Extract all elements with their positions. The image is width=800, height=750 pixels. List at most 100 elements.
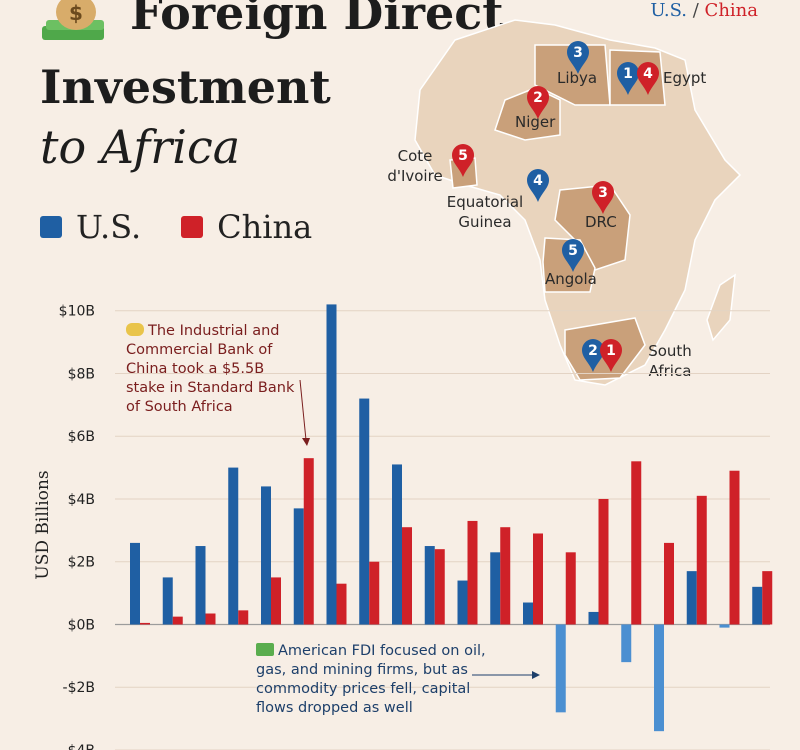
y-tick-label: -$4B xyxy=(63,743,95,750)
bar-china xyxy=(762,571,773,625)
annotation-icbc-text: The Industrial and Commercial Bank of Ch… xyxy=(126,323,295,415)
bar-china xyxy=(369,561,380,625)
bar-china xyxy=(172,616,183,625)
bar-china xyxy=(402,527,412,625)
bar-china xyxy=(598,498,609,625)
svg-text:3: 3 xyxy=(598,185,608,201)
map-label-egypt: Egypt xyxy=(663,69,707,87)
bar-us xyxy=(654,624,664,732)
bar-china xyxy=(664,542,674,625)
libya-region xyxy=(534,44,611,106)
svg-text:5: 5 xyxy=(568,243,578,259)
map-legend-china: China xyxy=(704,0,758,21)
map-label-drc: DRC xyxy=(585,213,617,231)
bar-china xyxy=(238,610,249,625)
map-label-south-africa: South Africa xyxy=(648,342,692,380)
bar-us xyxy=(588,611,599,625)
map-label-cote-divoire: Cote d'Ivoire xyxy=(387,147,443,185)
bar-us xyxy=(326,304,337,625)
bar-us xyxy=(555,624,566,713)
svg-text:3: 3 xyxy=(573,45,583,61)
legend-swatch-us xyxy=(40,216,62,238)
svg-text:4: 4 xyxy=(643,66,653,82)
bar-china xyxy=(336,583,347,625)
bar-us xyxy=(162,577,173,625)
map-pin-us: 5 xyxy=(562,238,584,272)
map-legend: U.S. / China xyxy=(650,0,758,21)
annotation-arrow-icbc xyxy=(299,379,307,441)
annotation-icbc: The Industrial and Commercial Bank of Ch… xyxy=(126,322,306,417)
money-bag-icon: $ xyxy=(40,0,110,44)
y-tick-label: $8B xyxy=(68,366,95,382)
annotation-arrowhead-american xyxy=(532,671,540,679)
map-label-libya: Libya xyxy=(557,69,598,87)
bar-us xyxy=(130,542,140,625)
y-tick-label: $0B xyxy=(68,617,95,633)
y-tick-label: -$2B xyxy=(63,680,95,696)
bar-china xyxy=(303,458,314,625)
y-axis-label: USD Billions xyxy=(33,470,53,579)
dollar-bill-icon xyxy=(256,643,274,656)
bar-us xyxy=(457,580,468,625)
bar-china xyxy=(434,549,445,625)
y-tick-label: $6B xyxy=(68,429,95,445)
bar-china xyxy=(729,470,740,625)
bar-us xyxy=(359,398,370,625)
bar-china xyxy=(500,527,511,625)
svg-text:4: 4 xyxy=(533,173,543,189)
annotation-american: American FDI focused on oil, gas, and mi… xyxy=(256,642,496,718)
y-tick-label: $10B xyxy=(59,304,95,320)
page-title-line1: Foreign Direct xyxy=(130,0,504,40)
annotation-arrowhead-icbc xyxy=(302,438,310,446)
chart-legend: U.S. China xyxy=(40,208,352,246)
bar-us xyxy=(424,546,435,625)
bar-us xyxy=(228,467,239,625)
madagascar xyxy=(706,273,736,342)
bar-china xyxy=(631,461,642,625)
map-pin-us: 3 xyxy=(567,41,589,74)
bar-us xyxy=(490,552,501,625)
page-title-line3: to Africa xyxy=(40,120,241,174)
legend-swatch-china xyxy=(181,216,204,238)
bar-china xyxy=(533,533,543,625)
annotation-american-text: American FDI focused on oil, gas, and mi… xyxy=(256,643,486,716)
svg-text:1: 1 xyxy=(606,343,616,359)
bar-china xyxy=(696,495,707,625)
bar-china xyxy=(205,613,216,625)
map-label-angola: Angola xyxy=(545,270,597,288)
y-tick-label: $2B xyxy=(68,555,95,571)
map-label-niger: Niger xyxy=(515,113,556,131)
bar-us xyxy=(686,571,697,625)
bar-us xyxy=(621,624,632,663)
map-pin-china: 1 xyxy=(600,339,622,372)
bar-china xyxy=(271,577,281,625)
map-pin-us: 1 xyxy=(617,62,639,95)
map-legend-us: U.S. xyxy=(650,0,688,21)
bar-us xyxy=(752,586,763,625)
map-pin-us: 2 xyxy=(582,339,604,372)
map-pin-china: 5 xyxy=(452,144,474,177)
legend-label-us: U.S. xyxy=(76,208,142,246)
bar-china xyxy=(140,622,150,625)
svg-text:$: $ xyxy=(69,1,83,25)
map-pin-china: 4 xyxy=(637,62,659,95)
bar-china xyxy=(467,520,478,625)
svg-text:5: 5 xyxy=(458,148,468,164)
page-title-line2: Investment xyxy=(40,60,331,114)
bar-us xyxy=(261,486,271,625)
bar-us xyxy=(195,546,206,625)
map-pin-us: 4 xyxy=(527,169,549,202)
map-pin-china: 2 xyxy=(527,86,549,119)
y-tick-label: $4B xyxy=(68,492,95,508)
bar-us xyxy=(719,624,730,628)
svg-text:2: 2 xyxy=(533,90,543,106)
map-legend-sep: / xyxy=(687,0,705,21)
bar-us xyxy=(392,464,402,625)
bar-us xyxy=(293,508,304,625)
handshake-icon xyxy=(126,323,144,336)
svg-text:2: 2 xyxy=(588,343,598,359)
map-label-equatorial-guinea: Equatorial Guinea xyxy=(446,193,524,231)
legend-label-china: China xyxy=(217,208,313,246)
